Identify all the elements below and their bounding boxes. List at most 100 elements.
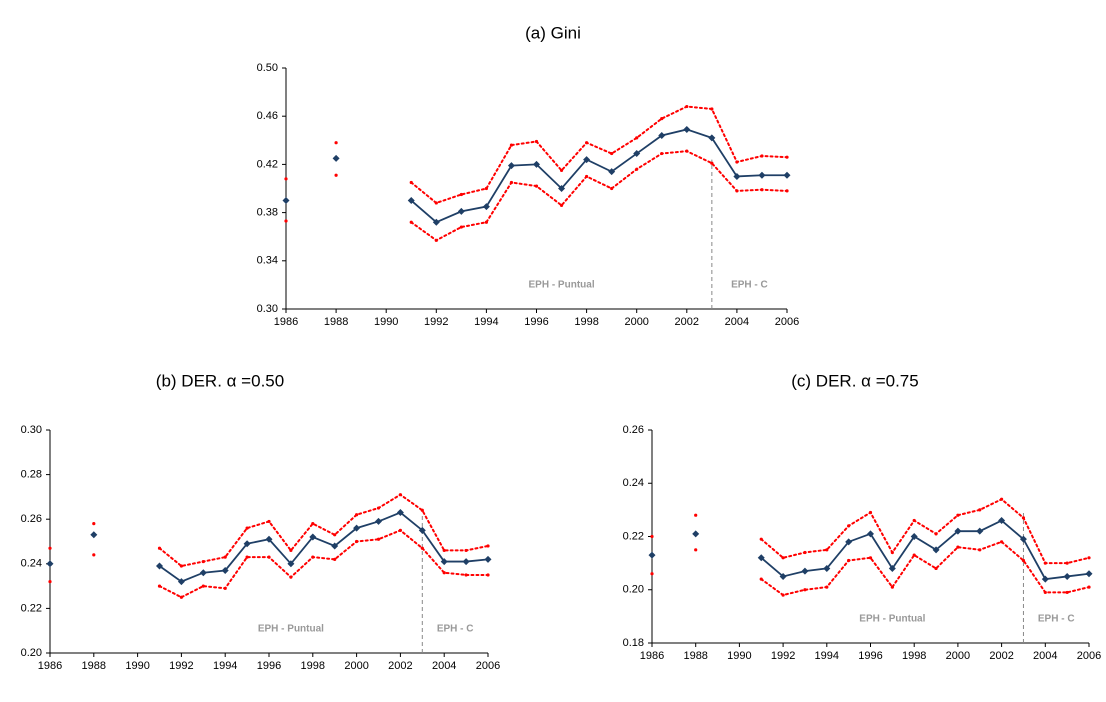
annotation: EPH - Puntual [258, 624, 324, 635]
point [1085, 570, 1093, 578]
point [375, 517, 382, 525]
point [708, 134, 716, 142]
y-tick-label: 0.30 [257, 303, 278, 315]
point [1065, 590, 1069, 595]
x-tick-label: 1998 [902, 650, 926, 662]
point [265, 535, 273, 543]
point [785, 189, 789, 193]
point [464, 573, 468, 577]
point [156, 562, 163, 570]
x-tick-label: 2006 [775, 316, 799, 328]
point [223, 586, 227, 590]
annotation: EPH - Puntual [859, 614, 925, 625]
point [46, 560, 54, 568]
x-tick-label: 1986 [38, 660, 62, 672]
point [803, 550, 807, 555]
point [610, 186, 614, 191]
y-tick-label: 0.38 [257, 207, 278, 219]
point [432, 218, 440, 226]
point [934, 532, 938, 536]
point [1000, 497, 1004, 501]
x-tick-label: 2002 [989, 650, 1013, 662]
point [1021, 516, 1026, 520]
point [1000, 540, 1004, 544]
point [486, 573, 490, 577]
series-line [760, 498, 1090, 565]
point [710, 161, 714, 165]
point [398, 493, 402, 497]
point [92, 553, 96, 557]
point [507, 162, 515, 170]
point [956, 513, 960, 517]
point [157, 546, 162, 550]
point [976, 527, 984, 535]
point [867, 530, 874, 538]
x-tick-label: 1996 [524, 316, 548, 328]
x-tick-label: 2006 [1077, 650, 1101, 662]
chart-title: (c) DER. α =0.75 [791, 371, 918, 390]
point [758, 171, 766, 179]
point [418, 526, 426, 534]
y-tick-label: 0.22 [21, 602, 42, 614]
point [785, 155, 789, 159]
annotation: EPH - C [731, 280, 768, 291]
point [823, 564, 831, 572]
y-tick-label: 0.24 [623, 477, 644, 489]
x-tick-label: 1992 [771, 650, 795, 662]
point [311, 522, 315, 526]
point [396, 509, 404, 517]
y-tick-label: 0.22 [623, 530, 644, 542]
y-tick-label: 0.24 [21, 558, 42, 570]
point [888, 564, 896, 572]
point [509, 180, 514, 185]
series-line [760, 540, 1090, 597]
point [355, 513, 359, 517]
point [912, 518, 916, 523]
x-tick-label: 1998 [301, 660, 325, 672]
point [243, 540, 251, 548]
point [284, 177, 288, 181]
point [484, 186, 488, 191]
point [978, 508, 982, 512]
point [781, 593, 785, 597]
x-tick-label: 1990 [727, 650, 751, 662]
point [845, 538, 853, 546]
x-tick-label: 1988 [683, 650, 707, 662]
point [221, 566, 229, 574]
point [289, 548, 293, 553]
point [459, 225, 463, 229]
point [760, 154, 764, 158]
point [735, 160, 739, 164]
point [284, 219, 288, 223]
x-tick-label: 1986 [274, 316, 298, 328]
y-tick-label: 0.18 [623, 637, 644, 649]
point [534, 139, 539, 144]
point [558, 185, 566, 192]
point [509, 143, 514, 147]
point [650, 572, 654, 576]
point [847, 524, 851, 528]
point [442, 548, 446, 553]
point [92, 522, 96, 526]
point [658, 131, 666, 139]
point [282, 197, 290, 205]
point [890, 585, 894, 589]
point [533, 160, 540, 168]
point [998, 517, 1006, 525]
y-tick-label: 0.50 [257, 62, 278, 74]
point [692, 530, 700, 538]
point [486, 544, 490, 548]
point [334, 173, 338, 177]
point [1065, 561, 1069, 565]
x-tick-label: 1992 [169, 660, 193, 672]
x-tick-label: 2000 [344, 660, 368, 672]
point [608, 168, 616, 176]
series-line [410, 150, 788, 242]
point [1087, 585, 1091, 589]
point [954, 527, 962, 535]
series-line [158, 511, 489, 583]
x-tick-label: 1994 [474, 316, 498, 328]
chart-title: (b) DER. α =0.50 [156, 371, 284, 390]
point [1087, 556, 1091, 560]
point [376, 537, 381, 541]
